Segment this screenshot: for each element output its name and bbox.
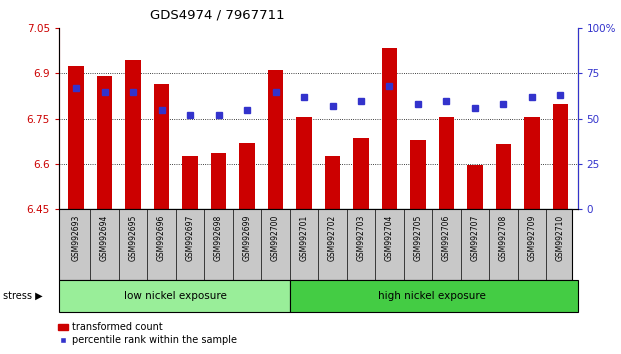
Text: GSM992701: GSM992701 [299, 215, 309, 261]
Text: stress ▶: stress ▶ [3, 291, 43, 301]
Text: GSM992700: GSM992700 [271, 215, 280, 261]
FancyBboxPatch shape [290, 280, 578, 312]
Bar [382, 48, 397, 209]
Text: low nickel exposure: low nickel exposure [124, 291, 227, 301]
Bar [553, 104, 568, 209]
Text: GSM992705: GSM992705 [414, 215, 422, 261]
Text: GSM992696: GSM992696 [157, 215, 166, 261]
Bar [496, 144, 511, 209]
FancyBboxPatch shape [59, 209, 572, 280]
Text: high nickel exposure: high nickel exposure [378, 291, 486, 301]
Bar [154, 84, 170, 209]
Bar [524, 117, 540, 209]
Text: GSM992703: GSM992703 [356, 215, 366, 261]
Text: GSM992702: GSM992702 [328, 215, 337, 261]
Legend: transformed count, percentile rank within the sample: transformed count, percentile rank withi… [55, 319, 241, 349]
Text: GSM992706: GSM992706 [442, 215, 451, 261]
Bar [182, 156, 198, 209]
Text: GSM992693: GSM992693 [71, 215, 81, 261]
Bar [467, 165, 483, 209]
Text: GSM992695: GSM992695 [129, 215, 138, 261]
Text: GSM992707: GSM992707 [471, 215, 479, 261]
Text: GSM992709: GSM992709 [527, 215, 537, 261]
Bar [410, 140, 426, 209]
Bar [211, 153, 227, 209]
Bar [296, 117, 312, 209]
Text: GSM992694: GSM992694 [100, 215, 109, 261]
Bar [268, 70, 283, 209]
Bar [353, 138, 369, 209]
Text: GSM992698: GSM992698 [214, 215, 223, 261]
Text: GDS4974 / 7967711: GDS4974 / 7967711 [150, 9, 284, 22]
Text: GSM992697: GSM992697 [186, 215, 194, 261]
Text: GSM992699: GSM992699 [243, 215, 252, 261]
Bar [68, 66, 84, 209]
FancyBboxPatch shape [59, 280, 290, 312]
Bar [438, 117, 455, 209]
Bar [125, 60, 141, 209]
Bar [239, 143, 255, 209]
Text: GSM992704: GSM992704 [385, 215, 394, 261]
Text: GSM992708: GSM992708 [499, 215, 508, 261]
Bar [325, 156, 340, 209]
Bar [97, 76, 112, 209]
Text: GSM992710: GSM992710 [556, 215, 565, 261]
